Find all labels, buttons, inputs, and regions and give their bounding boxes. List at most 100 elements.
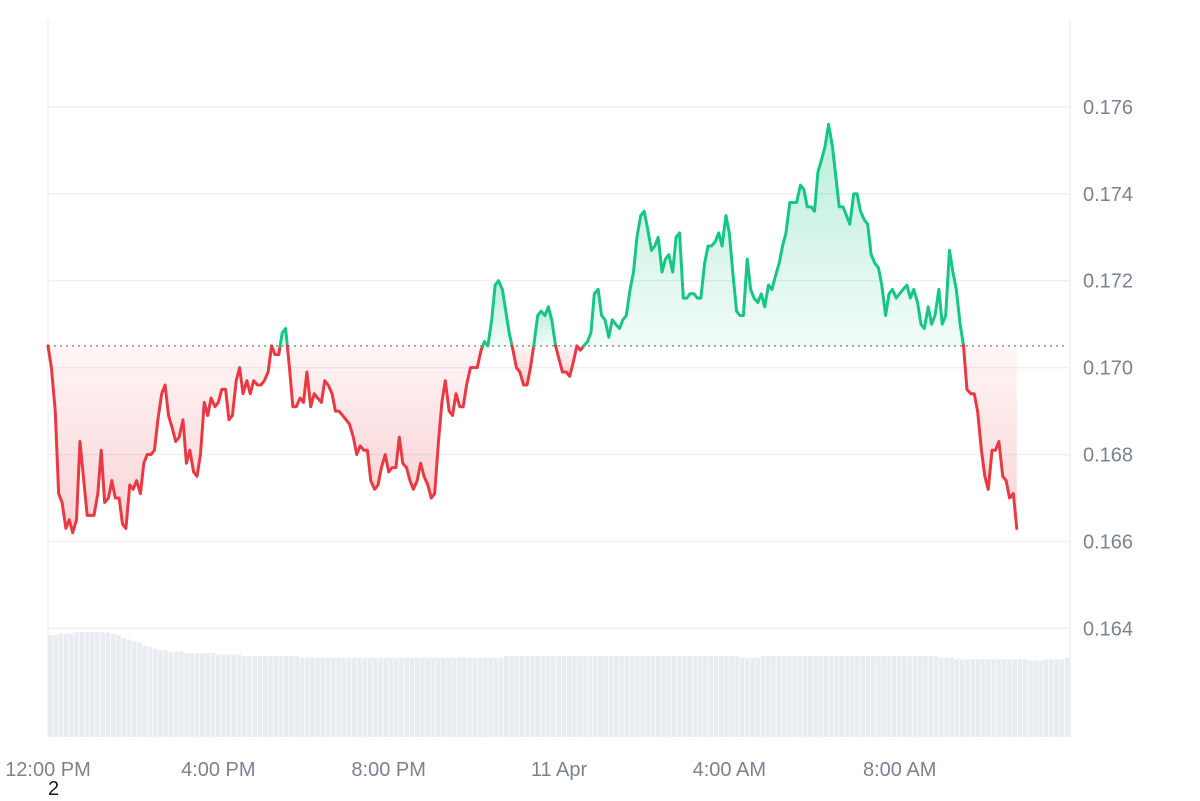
- volume-bar: [954, 659, 960, 737]
- line-segment-up: [278, 327, 289, 348]
- volume-bar: [441, 657, 446, 737]
- volume-bar: [886, 656, 892, 737]
- volume-bar: [498, 657, 504, 737]
- volume-bar: [336, 657, 341, 737]
- line-segment-down: [510, 344, 536, 387]
- volume-bar: [1033, 660, 1038, 737]
- volume-bar: [1028, 660, 1033, 737]
- volume-bar: [210, 653, 216, 737]
- volume-bar: [1064, 657, 1070, 737]
- area-above-baseline: [482, 280, 513, 346]
- volume-bar: [158, 650, 163, 737]
- volume-bar: [1007, 659, 1012, 737]
- volume-bar: [68, 633, 74, 737]
- volume-bar: [608, 656, 614, 737]
- volume-bar: [48, 635, 53, 737]
- volume-bar: [975, 659, 981, 737]
- x-tick-label: 12:00 PM: [5, 759, 91, 781]
- volume-bar: [294, 656, 299, 737]
- volume-bar: [771, 656, 776, 737]
- volume-bar: [467, 657, 472, 737]
- volume-bar: [834, 656, 839, 737]
- volume-bar: [378, 657, 383, 737]
- volume-bar: [540, 656, 546, 737]
- volume-bar: [372, 657, 378, 737]
- y-tick-label: 0.174: [1083, 184, 1133, 206]
- page-marker: 2: [48, 778, 60, 800]
- volume-bar: [179, 651, 184, 737]
- volume-bar: [95, 632, 100, 737]
- volume-bar: [320, 657, 326, 737]
- x-tick-label: 8:00 PM: [351, 759, 425, 781]
- volume-bar: [703, 656, 708, 737]
- line-segment-up: [582, 122, 966, 348]
- volume-bar: [283, 656, 289, 737]
- volume-bar: [268, 656, 273, 737]
- volume-bar: [1012, 659, 1017, 737]
- volume-bar: [766, 656, 771, 737]
- volume-bar: [776, 656, 782, 737]
- volume-bar: [577, 656, 582, 737]
- volume-bar: [1017, 659, 1023, 737]
- volume-bar: [807, 656, 813, 737]
- volume-bar: [551, 656, 556, 737]
- volume-bar: [996, 659, 1002, 737]
- volume-bar: [152, 648, 158, 737]
- volume-bar: [383, 657, 389, 737]
- volume-bar: [897, 656, 902, 737]
- y-tick-label: 0.168: [1083, 445, 1133, 467]
- volume-bar: [634, 656, 640, 737]
- volume-bar: [241, 656, 247, 737]
- volume-bar: [58, 633, 64, 737]
- volume-bar: [472, 657, 478, 737]
- volume-bar: [944, 657, 949, 737]
- volume-bar: [420, 657, 425, 737]
- volume-bar: [79, 632, 85, 737]
- price-line: [46, 122, 1019, 535]
- volume-bar: [252, 656, 258, 737]
- volume-bar: [860, 656, 865, 737]
- volume-bar: [959, 659, 965, 737]
- volume-bar: [1054, 659, 1059, 737]
- volume-bar: [965, 659, 970, 737]
- volume-bar: [278, 656, 284, 737]
- volume-bar: [435, 657, 441, 737]
- volume-bar: [666, 656, 672, 737]
- volume-bar: [89, 632, 95, 737]
- volume-bar: [530, 656, 535, 737]
- volume-bar: [991, 659, 997, 737]
- volume-bar: [215, 654, 221, 737]
- volume-bar: [351, 657, 357, 737]
- volume-bar: [1022, 659, 1028, 737]
- volume-bar: [671, 656, 677, 737]
- volume-bar: [257, 656, 263, 737]
- volume-bar: [750, 657, 755, 737]
- volume-bar: [786, 656, 792, 737]
- volume-bar: [980, 659, 986, 737]
- volume-bar: [870, 656, 876, 737]
- volume-bar: [687, 656, 693, 737]
- volume-bar: [902, 656, 907, 737]
- volume-bar: [147, 647, 153, 737]
- volume-bar: [1038, 660, 1044, 737]
- volume-bar: [907, 656, 913, 737]
- volume-bar: [399, 657, 404, 737]
- line-segment-down: [270, 344, 282, 357]
- volume-bar: [331, 657, 336, 737]
- volume-bar: [236, 654, 242, 737]
- volume-bar: [299, 657, 305, 737]
- volume-bar: [844, 656, 850, 737]
- y-tick-label: 0.166: [1083, 531, 1133, 553]
- volume-bar: [509, 656, 514, 737]
- volume-bar: [614, 656, 619, 737]
- volume-bar: [876, 656, 881, 737]
- volume-bar: [655, 656, 661, 737]
- volume-bar: [624, 656, 630, 737]
- volume-bar: [855, 656, 860, 737]
- volume-bar: [697, 656, 703, 737]
- y-axis: 0.164 0.166 0.168 0.170 0.172 0.174 0.176: [1083, 97, 1133, 640]
- volume-bar: [933, 656, 939, 737]
- volume-bar: [535, 656, 541, 737]
- volume-bar: [514, 656, 520, 737]
